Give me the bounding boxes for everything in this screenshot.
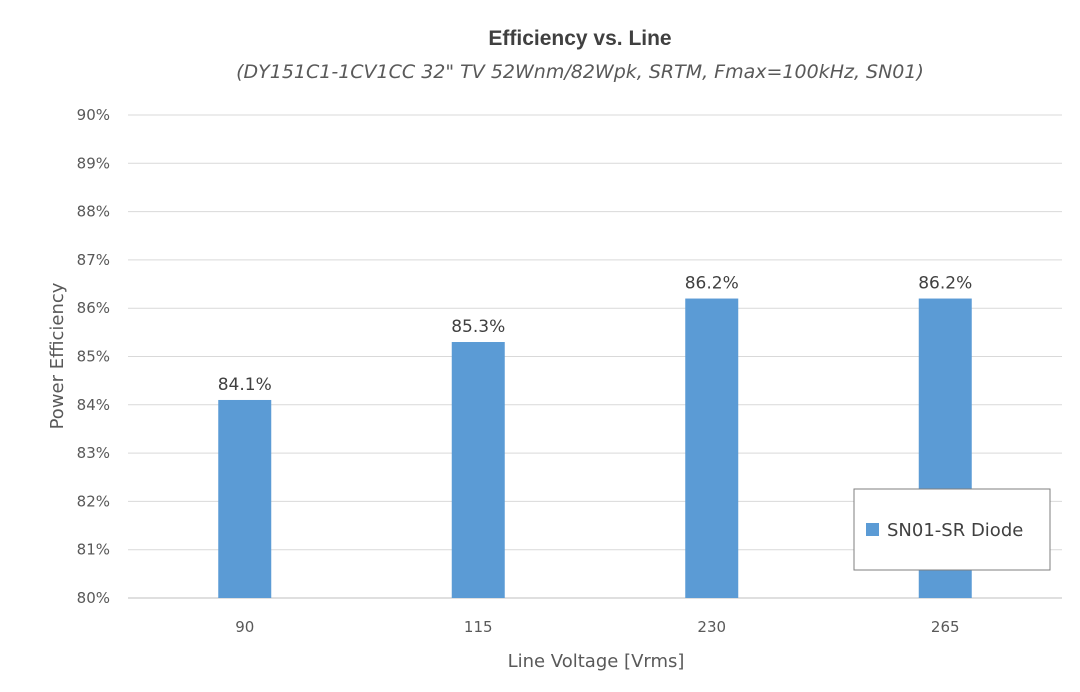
- bar-90: [218, 399, 272, 598]
- data-label-265: 86.2%: [918, 274, 972, 294]
- y-tick-label: 82%: [77, 492, 110, 510]
- x-tick-label: 265: [931, 618, 960, 636]
- y-tick-label: 87%: [77, 251, 110, 269]
- bar-115: [451, 342, 505, 598]
- data-labels: 84.1% 85.3% 86.2% 86.2%: [218, 274, 973, 395]
- x-tick-label: 230: [697, 618, 726, 636]
- y-axis-title: Power Efficiency: [47, 282, 68, 429]
- data-label-115: 85.3%: [451, 317, 505, 337]
- legend-swatch: [866, 523, 879, 536]
- y-tick-label: 83%: [77, 444, 110, 462]
- y-tick-label: 86%: [77, 299, 110, 317]
- legend-box: [853, 488, 1051, 571]
- bar-230: [685, 298, 739, 598]
- y-tick-label: 80%: [77, 589, 110, 607]
- x-tick-label: 90: [235, 618, 254, 636]
- x-axis-title: Line Voltage [Vrms]: [508, 651, 685, 672]
- data-label-90: 84.1%: [218, 375, 272, 395]
- x-tick-label: 115: [464, 618, 493, 636]
- y-axis-ticks: 80% 81% 82% 83% 84% 85% 86% 87% 88% 89% 90%: [77, 106, 110, 607]
- y-tick-label: 89%: [77, 154, 110, 172]
- data-label-230: 86.2%: [685, 274, 739, 294]
- chart-subtitle: (DY151C1-1CV1CC 32" TV 52Wnm/82Wpk, SRTM…: [236, 61, 924, 83]
- chart-title: Efficiency vs. Line: [488, 27, 671, 50]
- y-tick-label: 85%: [77, 348, 110, 366]
- legend-label: SN01-SR Diode: [887, 520, 1023, 541]
- x-axis-ticks: 90 115 230 265: [235, 618, 959, 636]
- y-tick-label: 84%: [77, 396, 110, 414]
- y-tick-label: 90%: [77, 106, 110, 124]
- gridlines: [128, 114, 1062, 599]
- legend: SN01-SR Diode: [853, 488, 1051, 571]
- y-tick-label: 81%: [77, 541, 110, 559]
- y-tick-label: 88%: [77, 203, 110, 221]
